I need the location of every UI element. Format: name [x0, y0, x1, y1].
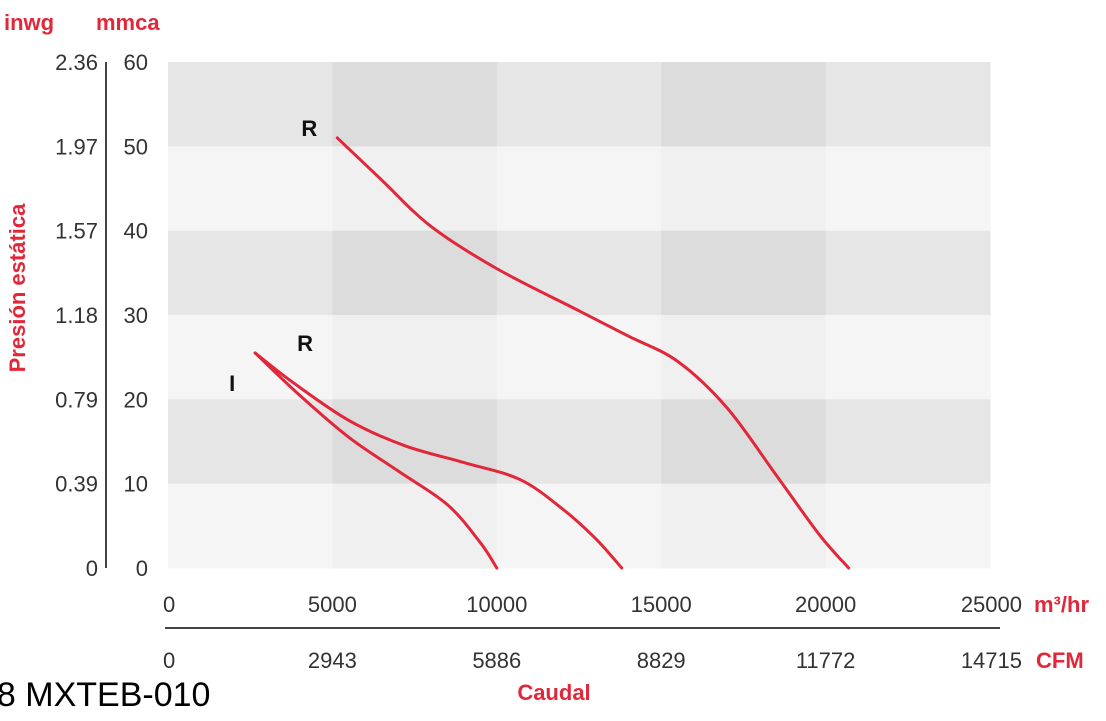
grid-band	[496, 62, 662, 147]
curve-labels: R R I	[229, 116, 317, 396]
y-secondary-tick-label: 0.79	[55, 387, 98, 412]
grid-band	[825, 399, 991, 485]
mmca-unit-label: mmca	[96, 10, 160, 35]
y-secondary-tick-label: 1.18	[55, 303, 98, 328]
y-secondary-tick-label: 1.97	[55, 134, 98, 159]
grid-band	[661, 399, 827, 485]
grid-band	[332, 483, 498, 569]
grid-band	[661, 146, 827, 232]
grid-band	[168, 146, 333, 232]
x-tick-label: 0	[163, 592, 175, 617]
grid-band	[332, 230, 498, 316]
axis-ticks: 00100.39200.79301.18401.57501.97602.3600…	[55, 50, 1022, 673]
x-secondary-unit-label: CFM	[1036, 648, 1084, 673]
x-tick-label: 25000	[961, 592, 1022, 617]
x-secondary-tick-label: 8829	[637, 648, 686, 673]
y-secondary-tick-label: 2.36	[55, 50, 98, 75]
grid-band	[825, 483, 991, 569]
y-axis-title: Presión estática	[5, 203, 30, 373]
y-tick-label: 30	[124, 303, 148, 328]
grid-band	[496, 315, 662, 400]
y-tick-label: 20	[124, 387, 148, 412]
x-tick-label: 15000	[631, 592, 692, 617]
y-secondary-tick-label: 0	[86, 556, 98, 581]
model-code: 98 MXTEB-010	[0, 676, 211, 714]
x-unit-label: m³/hr	[1034, 592, 1089, 617]
grid-band	[332, 146, 498, 232]
grid-band	[825, 62, 991, 147]
grid-band	[825, 146, 991, 232]
x-tick-label: 20000	[795, 592, 856, 617]
y-secondary-tick-label: 1.57	[55, 219, 98, 244]
series-label-i-2: I	[229, 371, 235, 396]
series-curve-r-0	[335, 136, 851, 570]
curves	[253, 136, 851, 570]
grid-band	[332, 315, 498, 400]
grid-band	[825, 315, 991, 400]
grid-band	[661, 62, 827, 147]
x-tick-label: 5000	[308, 592, 357, 617]
grid-band	[168, 62, 333, 147]
series-label-r-0: R	[301, 116, 317, 141]
y-tick-label: 0	[136, 556, 148, 581]
grid-band	[825, 230, 991, 316]
x-secondary-tick-label: 14715	[961, 648, 1022, 673]
y-tick-label: 40	[124, 219, 148, 244]
grid-band	[661, 230, 827, 316]
grid-band	[661, 315, 827, 400]
grid-band	[332, 399, 498, 485]
grid-band	[168, 399, 333, 485]
grid-band	[496, 230, 662, 316]
x-secondary-tick-label: 11772	[796, 648, 856, 673]
grid-band	[661, 483, 827, 569]
x-tick-label: 10000	[466, 592, 527, 617]
series-curve-i-2	[253, 351, 499, 570]
grid-band	[168, 483, 333, 569]
grid-band	[168, 230, 333, 316]
x-secondary-tick-label: 2943	[308, 648, 357, 673]
x-secondary-tick-label: 0	[163, 648, 175, 673]
x-axis-title: Caudal	[517, 680, 590, 705]
grid-bands	[168, 62, 991, 569]
series-label-r-1: R	[297, 331, 313, 356]
grid-band	[332, 62, 498, 147]
y-tick-label: 60	[124, 50, 148, 75]
y-tick-label: 10	[124, 472, 148, 497]
inwg-unit-label: inwg	[4, 10, 54, 35]
grid-band	[168, 315, 333, 400]
series-curve-r-1	[253, 351, 624, 570]
grid-band	[496, 399, 662, 485]
grid-band	[496, 483, 662, 569]
y-secondary-tick-label: 0.39	[55, 472, 98, 497]
x-secondary-tick-label: 5886	[472, 648, 521, 673]
grid-band	[496, 146, 662, 232]
y-tick-label: 50	[124, 134, 148, 159]
